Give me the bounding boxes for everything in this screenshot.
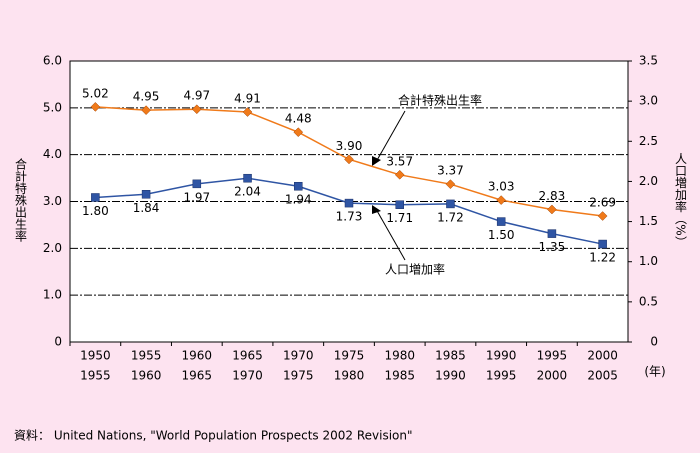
marker (395, 200, 404, 209)
value-label: 1.35 (539, 240, 566, 254)
value-label: 2.04 (234, 185, 261, 199)
value-label: 1.94 (285, 193, 312, 207)
value-label: 3.90 (336, 139, 363, 153)
value-label: 1.84 (133, 201, 160, 215)
y-axis-title: 合計特殊出生率 (14, 157, 28, 242)
value-label: 3.37 (437, 164, 464, 178)
y2-tick-label: 0.5 (639, 294, 658, 308)
x-tick-label: 2005 (587, 369, 618, 383)
y2-axis-title: 人口増加率（%） (674, 152, 688, 248)
value-label: 4.97 (183, 89, 210, 103)
arrow-head (372, 156, 381, 166)
x-tick-label: 1985 (435, 349, 466, 363)
marker (191, 104, 202, 115)
marker (91, 193, 100, 202)
y2-tick-label: 0 (650, 335, 658, 349)
annotation-arrow (375, 110, 406, 163)
annotation-arrow (375, 208, 406, 261)
x-unit: (年) (644, 365, 665, 379)
marker (141, 190, 151, 199)
value-label: 2.69 (589, 196, 616, 210)
x-tick-label: 1970 (232, 369, 263, 383)
y-tick-label: 0 (54, 335, 62, 349)
x-tick-label: 2000 (587, 349, 618, 363)
arrow-head (372, 205, 381, 214)
marker (243, 173, 252, 183)
marker (344, 198, 354, 208)
x-tick-label: 1995 (537, 349, 568, 363)
marker (547, 204, 557, 215)
marker (394, 169, 405, 180)
x-tick-label: 1965 (232, 349, 263, 363)
y-tick-label: 5.0 (43, 100, 62, 114)
value-label: 4.48 (285, 112, 312, 126)
y-tick-label: 2.0 (43, 241, 62, 255)
value-label: 3.57 (386, 154, 413, 168)
y2-tick-label: 2.0 (639, 174, 658, 188)
marker (242, 107, 253, 117)
value-label: 1.71 (386, 211, 413, 225)
x-tick-label: 2000 (537, 369, 568, 383)
annotation: 合計特殊出生率 (398, 93, 482, 108)
x-tick-label: 1960 (182, 349, 213, 363)
x-tick-label: 1990 (486, 349, 517, 363)
value-label: 4.95 (133, 90, 160, 104)
marker (293, 127, 304, 138)
marker (192, 179, 202, 189)
marker (294, 181, 303, 191)
marker (598, 239, 607, 249)
x-tick-label: 1975 (283, 369, 314, 383)
y2-tick-label: 1.0 (639, 254, 658, 268)
value-label: 1.80 (82, 204, 109, 218)
marker (446, 199, 455, 209)
x-tick-label: 1955 (80, 369, 111, 383)
x-tick-label: 1980 (384, 349, 415, 363)
value-label: 1.73 (336, 210, 363, 224)
x-tick-label: 1955 (131, 349, 162, 363)
marker (547, 229, 557, 238)
marker (344, 154, 354, 165)
value-label: 1.50 (488, 228, 515, 242)
x-tick-label: 1950 (80, 349, 111, 363)
y2-tick-label: 3.0 (639, 94, 658, 108)
value-label: 3.03 (488, 180, 515, 194)
value-label: 1.72 (437, 210, 464, 224)
marker (496, 195, 507, 205)
x-tick-label: 1970 (283, 349, 314, 363)
x-tick-label: 1990 (435, 369, 466, 383)
y-tick-label: 1.0 (43, 288, 62, 302)
value-label: 4.91 (234, 92, 261, 106)
y-tick-label: 3.0 (43, 194, 62, 208)
value-label: 5.02 (82, 86, 109, 100)
value-label: 2.83 (539, 189, 566, 203)
y-tick-label: 4.0 (43, 147, 62, 161)
marker (90, 102, 101, 112)
marker (141, 105, 151, 116)
marker (445, 179, 456, 190)
x-tick-label: 1965 (182, 369, 213, 383)
annotation: 人口増加率 (385, 262, 445, 277)
y2-tick-label: 3.5 (639, 54, 658, 68)
value-label: 1.22 (589, 251, 616, 265)
y2-tick-label: 1.5 (639, 214, 658, 228)
x-tick-label: 1980 (334, 369, 365, 383)
y2-tick-label: 2.5 (639, 134, 658, 148)
x-tick-label: 1960 (131, 369, 162, 383)
x-tick-label: 1975 (334, 349, 365, 363)
x-tick-label: 1985 (384, 369, 415, 383)
y-tick-label: 6.0 (43, 54, 62, 68)
x-tick-label: 1995 (486, 369, 517, 383)
source-note: 資料： United Nations, "World Population Pr… (14, 429, 413, 443)
value-label: 1.97 (183, 190, 210, 204)
marker (496, 217, 506, 226)
marker (597, 211, 608, 221)
